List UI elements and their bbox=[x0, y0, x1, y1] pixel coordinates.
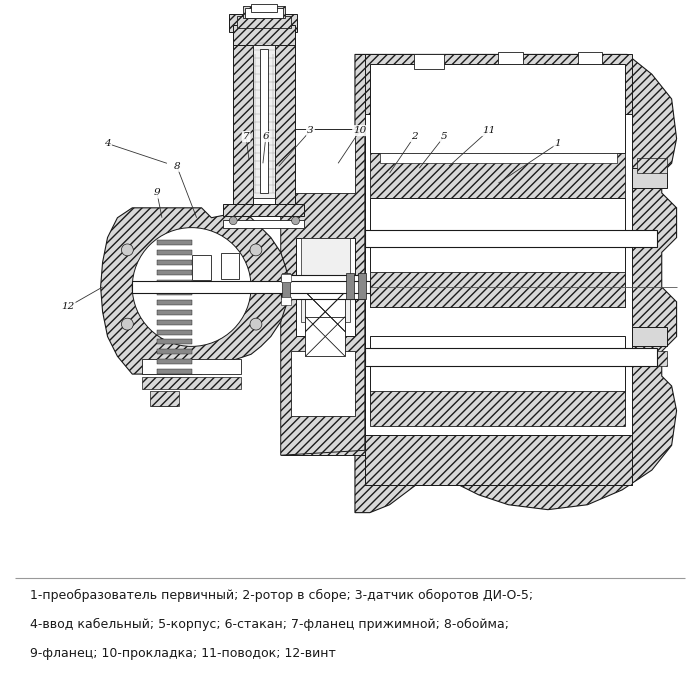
Bar bbox=[498, 52, 523, 64]
Bar bbox=[281, 297, 290, 304]
Text: 5: 5 bbox=[441, 132, 447, 141]
Circle shape bbox=[121, 318, 133, 330]
Bar bbox=[275, 25, 295, 208]
Bar bbox=[237, 16, 290, 28]
Bar bbox=[365, 435, 632, 485]
Bar bbox=[637, 351, 666, 366]
Text: 1-преобразователь первичный; 2-ротор в сборе; 3-датчик оборотов ДИ-О-5;: 1-преобразователь первичный; 2-ротор в с… bbox=[30, 589, 533, 602]
Bar bbox=[305, 292, 345, 332]
Bar bbox=[157, 241, 192, 246]
Bar bbox=[300, 237, 350, 321]
Bar bbox=[414, 55, 444, 69]
Bar bbox=[157, 359, 192, 364]
Polygon shape bbox=[355, 55, 677, 512]
Text: 6: 6 bbox=[262, 132, 270, 141]
Bar bbox=[132, 281, 370, 293]
Bar bbox=[245, 8, 283, 18]
Bar bbox=[253, 45, 275, 198]
Bar bbox=[281, 275, 365, 299]
Circle shape bbox=[250, 318, 262, 330]
Text: 9-фланец; 10-прокладка; 11-поводок; 12-винт: 9-фланец; 10-прокладка; 11-поводок; 12-в… bbox=[30, 648, 336, 661]
Bar bbox=[305, 316, 345, 356]
Text: 3: 3 bbox=[307, 126, 314, 135]
Bar bbox=[379, 153, 617, 163]
Bar bbox=[578, 52, 603, 64]
Bar bbox=[365, 349, 657, 366]
Bar bbox=[157, 300, 192, 304]
Text: 12: 12 bbox=[62, 302, 75, 312]
Bar bbox=[233, 25, 295, 45]
Bar bbox=[157, 320, 192, 325]
Circle shape bbox=[132, 228, 251, 346]
Circle shape bbox=[250, 244, 262, 256]
Circle shape bbox=[230, 217, 237, 225]
Bar bbox=[370, 337, 625, 416]
Bar bbox=[295, 237, 355, 337]
Bar bbox=[260, 50, 268, 193]
Bar bbox=[230, 14, 297, 32]
Text: 4: 4 bbox=[104, 139, 111, 148]
Bar bbox=[370, 272, 625, 307]
Bar bbox=[632, 168, 666, 188]
Text: 2: 2 bbox=[411, 132, 418, 141]
Circle shape bbox=[121, 244, 133, 256]
Bar bbox=[150, 391, 178, 406]
Bar bbox=[281, 129, 365, 455]
Bar bbox=[370, 153, 625, 198]
Bar bbox=[233, 25, 253, 208]
Bar bbox=[192, 256, 211, 280]
Bar bbox=[157, 349, 192, 354]
Bar bbox=[157, 310, 192, 315]
Bar bbox=[243, 6, 285, 18]
Bar bbox=[637, 158, 666, 173]
Bar bbox=[358, 273, 366, 299]
Bar bbox=[365, 230, 657, 247]
Bar bbox=[157, 280, 192, 285]
Bar bbox=[152, 394, 177, 406]
Bar bbox=[142, 359, 241, 374]
Circle shape bbox=[292, 217, 300, 225]
Text: 11: 11 bbox=[482, 126, 495, 135]
Text: 7: 7 bbox=[243, 132, 249, 141]
Bar bbox=[370, 198, 625, 307]
Text: 8: 8 bbox=[174, 162, 180, 171]
Bar bbox=[223, 204, 304, 216]
Bar bbox=[142, 377, 241, 389]
Bar bbox=[290, 351, 355, 416]
Bar bbox=[251, 4, 276, 12]
Bar bbox=[157, 330, 192, 335]
Bar bbox=[370, 64, 625, 153]
Bar bbox=[221, 253, 239, 279]
Bar bbox=[365, 55, 632, 114]
Bar bbox=[223, 220, 304, 228]
Bar bbox=[370, 391, 625, 426]
Text: 4-ввод кабельный; 5-корпус; 6-стакан; 7-фланец прижимной; 8-обойма;: 4-ввод кабельный; 5-корпус; 6-стакан; 7-… bbox=[30, 618, 509, 631]
Bar bbox=[281, 273, 290, 299]
Text: 10: 10 bbox=[354, 126, 367, 135]
Bar bbox=[365, 89, 632, 485]
Polygon shape bbox=[281, 129, 365, 455]
Bar bbox=[157, 270, 192, 275]
Bar bbox=[346, 273, 354, 299]
Text: 1: 1 bbox=[554, 139, 561, 148]
Polygon shape bbox=[101, 208, 290, 374]
Bar bbox=[157, 260, 192, 265]
Bar bbox=[290, 129, 355, 193]
Text: 9: 9 bbox=[154, 188, 160, 197]
Bar bbox=[157, 251, 192, 256]
Bar bbox=[157, 340, 192, 344]
Bar bbox=[281, 274, 290, 282]
Bar bbox=[157, 290, 192, 295]
Bar bbox=[157, 369, 192, 374]
Bar bbox=[632, 327, 666, 346]
